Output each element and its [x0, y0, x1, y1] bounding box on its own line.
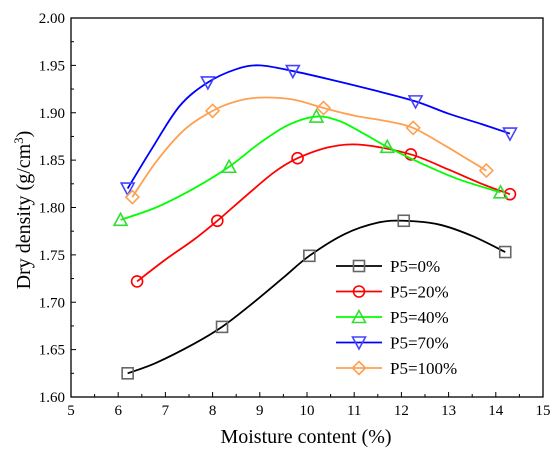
x-tick-label: 12 [394, 403, 409, 419]
legend-item-2: P5=20% [336, 283, 449, 302]
y-axis-title-superscript: 3 [11, 137, 26, 144]
x-tick-label: 11 [347, 403, 361, 419]
series-line-2 [136, 143, 511, 283]
data-point [204, 103, 221, 119]
legend-item-4: P5=70% [336, 334, 449, 353]
legend-label: P5=0% [390, 257, 440, 276]
legend-label: P5=40% [390, 308, 449, 327]
data-point [221, 158, 237, 174]
legend-label: P5=100% [390, 359, 457, 378]
data-point [404, 148, 418, 161]
data-point [405, 120, 421, 136]
data-point [291, 151, 304, 165]
data-point [498, 245, 512, 259]
legend-marker [351, 360, 367, 376]
data-point [284, 64, 301, 80]
legend-marker [352, 259, 366, 273]
data-point [407, 95, 424, 110]
x-tick-label: 9 [256, 403, 264, 419]
data-point [379, 138, 396, 154]
series-2 [130, 143, 517, 288]
y-tick-label: 1.60 [39, 390, 65, 406]
data-point [112, 211, 129, 227]
series-1 [121, 214, 512, 380]
data-point [121, 367, 134, 380]
y-tick-label: 1.90 [39, 106, 65, 122]
data-point [215, 320, 229, 334]
series-line-3 [120, 115, 501, 221]
legend-label: P5=70% [390, 334, 449, 353]
y-tick-label: 1.95 [39, 58, 65, 74]
y-axis-title-main: Dry density (g/cm [13, 143, 35, 289]
y-axis-title-close: ) [13, 131, 35, 138]
data-point [303, 249, 316, 263]
data-point [130, 275, 144, 288]
y-tick-label: 1.75 [39, 248, 65, 264]
y-tick-label: 1.65 [39, 343, 65, 359]
x-tick-label: 13 [441, 403, 456, 419]
x-axis-title: Moisture content (%) [220, 426, 391, 448]
legend-marker [351, 308, 367, 324]
x-tick-label: 8 [209, 403, 217, 419]
legend: P5=0% P5=20% P5=40% P5=70% P5=100% [336, 257, 457, 378]
data-point [119, 182, 136, 197]
legend-marker [351, 336, 367, 351]
data-point [211, 214, 224, 228]
series-5 [124, 96, 494, 205]
series-3 [112, 108, 509, 227]
legend-item-5: P5=100% [336, 359, 457, 378]
legend-item-3: P5=40% [336, 308, 449, 327]
y-axis-title: Dry density (g/cm3) [11, 131, 35, 290]
y-tick-label: 1.80 [39, 201, 65, 217]
plot-area: 5 6 7 8 9 10 11 12 13 14 15 1.60 1.65 1.70 1.75 1.80 1.8… [39, 11, 550, 419]
series-layer [112, 64, 518, 380]
x-tick-label: 6 [114, 403, 122, 419]
series-line-4 [126, 64, 511, 190]
data-point [308, 108, 325, 123]
data-point [315, 100, 332, 116]
series-4 [119, 64, 518, 197]
legend-marker [352, 285, 366, 298]
data-point [492, 184, 509, 199]
x-tick-label: 5 [67, 403, 75, 419]
series-line-5 [131, 96, 487, 198]
x-tick-label: 10 [300, 403, 315, 419]
legend-item-1: P5=0% [336, 257, 440, 276]
data-point [124, 189, 140, 205]
y-tick-label: 1.70 [39, 295, 65, 311]
x-tick-label: 7 [162, 403, 170, 419]
y-tick-label: 1.85 [39, 153, 65, 169]
x-tick-label: 14 [488, 403, 504, 419]
data-point [502, 127, 518, 142]
data-point [478, 162, 494, 179]
x-tick-label: 15 [536, 403, 550, 419]
legend-label: P5=20% [390, 283, 449, 302]
data-point [397, 214, 411, 228]
data-point [200, 76, 216, 91]
y-tick-label: 2.00 [39, 11, 65, 27]
series-line-1 [127, 219, 506, 375]
